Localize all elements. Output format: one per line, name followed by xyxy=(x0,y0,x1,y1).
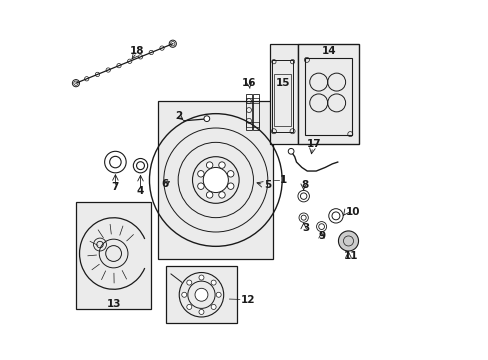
Bar xyxy=(165,266,237,323)
Circle shape xyxy=(206,162,212,168)
Text: 5: 5 xyxy=(264,180,271,190)
Circle shape xyxy=(218,162,225,168)
Circle shape xyxy=(195,288,207,301)
Circle shape xyxy=(197,183,203,189)
Bar xyxy=(253,94,258,130)
Text: 1: 1 xyxy=(279,175,286,185)
Bar xyxy=(272,60,293,132)
Text: 16: 16 xyxy=(242,78,256,88)
Bar xyxy=(76,202,151,309)
Bar xyxy=(305,58,351,135)
Bar xyxy=(158,101,273,259)
Circle shape xyxy=(199,310,203,315)
Circle shape xyxy=(199,275,203,280)
Text: 3: 3 xyxy=(301,223,308,233)
Text: 10: 10 xyxy=(346,207,360,217)
Text: 15: 15 xyxy=(275,78,290,88)
Circle shape xyxy=(211,305,216,310)
Bar xyxy=(273,74,290,126)
Text: 11: 11 xyxy=(344,251,358,261)
Circle shape xyxy=(218,192,225,198)
Circle shape xyxy=(186,305,191,310)
Text: 17: 17 xyxy=(306,139,321,149)
Bar xyxy=(246,98,258,103)
Circle shape xyxy=(227,183,233,189)
Circle shape xyxy=(338,231,358,251)
Bar xyxy=(246,122,258,127)
Bar xyxy=(269,44,298,144)
Text: 9: 9 xyxy=(317,231,325,241)
Text: 14: 14 xyxy=(321,46,335,56)
Text: 6: 6 xyxy=(161,179,168,189)
Text: 13: 13 xyxy=(106,299,121,309)
Bar xyxy=(298,44,359,144)
Circle shape xyxy=(186,280,191,285)
Text: 18: 18 xyxy=(129,46,144,56)
Text: 12: 12 xyxy=(241,295,255,305)
Text: 8: 8 xyxy=(301,180,308,190)
Bar xyxy=(246,94,251,130)
Text: 4: 4 xyxy=(137,186,144,196)
Circle shape xyxy=(197,171,203,177)
Circle shape xyxy=(203,167,228,193)
Circle shape xyxy=(182,292,186,297)
Circle shape xyxy=(287,148,293,154)
Text: 2: 2 xyxy=(175,111,183,121)
Circle shape xyxy=(216,292,221,297)
Circle shape xyxy=(203,116,209,122)
Circle shape xyxy=(227,171,233,177)
Text: 7: 7 xyxy=(111,182,119,192)
Circle shape xyxy=(206,192,212,198)
Circle shape xyxy=(211,280,216,285)
